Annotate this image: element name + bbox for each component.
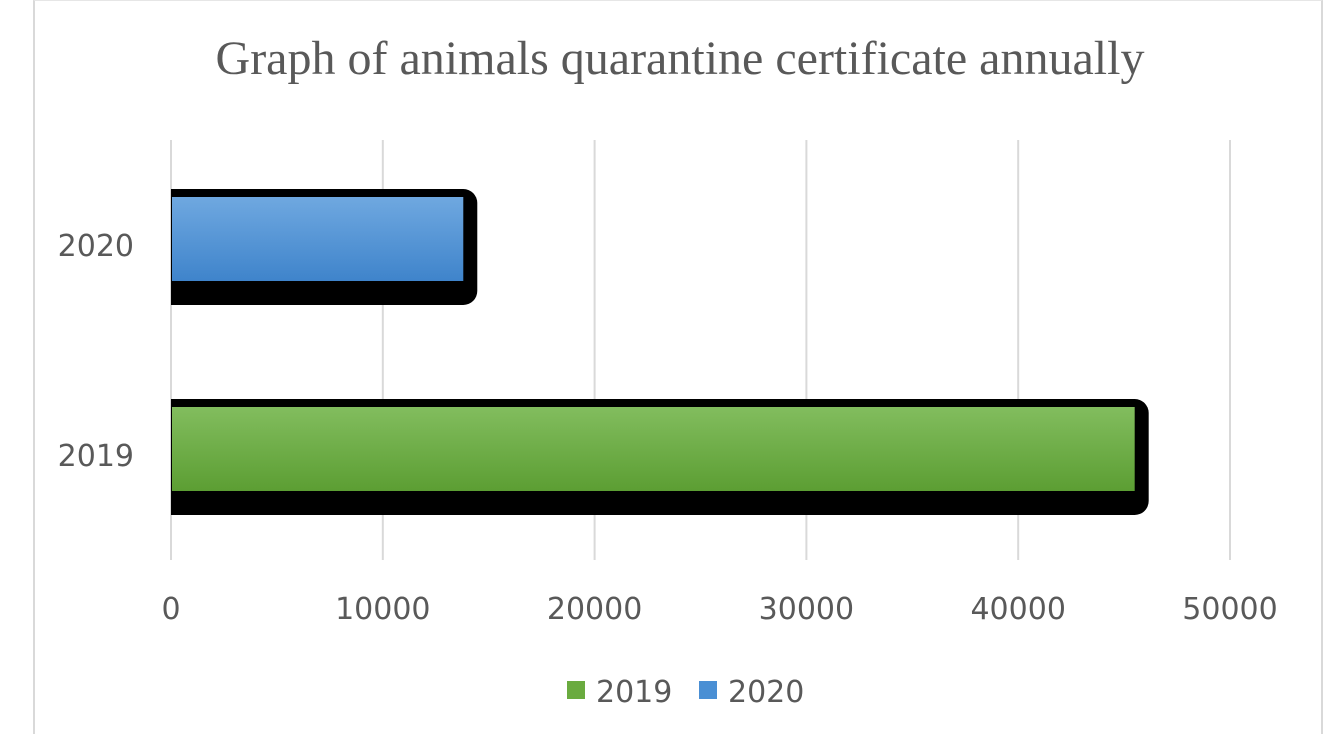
y-tick-label: 2019 [58, 439, 134, 474]
bars [171, 189, 1149, 515]
x-tick-label: 0 [161, 592, 180, 627]
axis-labels: 0 10000 20000 30000 40000 50000 2020 2019 [58, 229, 1278, 627]
legend: 2019 2020 [567, 675, 804, 710]
legend-swatch [567, 681, 585, 699]
x-tick-label: 20000 [547, 592, 642, 627]
chart-title: Graph of animals quarantine certificate … [215, 32, 1145, 85]
x-tick-label: 30000 [759, 592, 854, 627]
bar-2020 [172, 197, 464, 281]
y-tick-label: 2020 [58, 229, 134, 264]
x-tick-label: 40000 [970, 592, 1065, 627]
chart-frame: Graph of animals quarantine certificate … [33, 0, 1323, 734]
x-tick-label: 50000 [1182, 592, 1277, 627]
legend-label: 2019 [596, 675, 672, 710]
x-tick-label: 10000 [335, 592, 430, 627]
legend-label: 2020 [728, 675, 804, 710]
legend-swatch [699, 681, 717, 699]
bar-2019 [172, 407, 1135, 491]
